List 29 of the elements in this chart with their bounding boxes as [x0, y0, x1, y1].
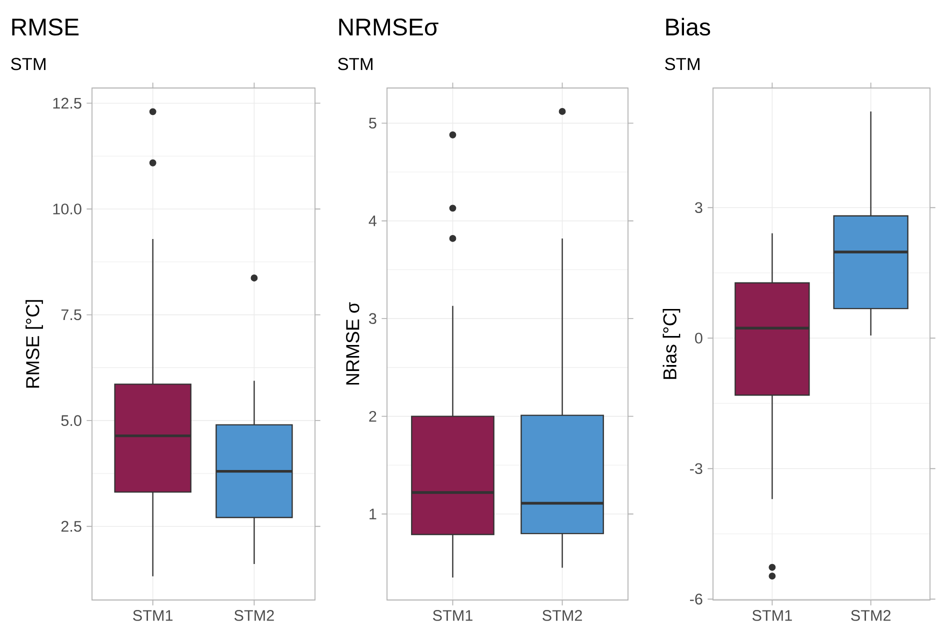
- y-tick-label: 10.0: [53, 204, 82, 214]
- chart-title: Bias: [666, 18, 710, 36]
- y-tick-label: 4: [368, 216, 377, 226]
- chart-title: NRMSEσ: [339, 18, 438, 36]
- y-tick-label: 2.5: [61, 520, 82, 532]
- chart-subtitle: STM: [11, 58, 46, 70]
- x-tick-label: STM1: [752, 610, 792, 621]
- y-tick-label: 0: [695, 332, 702, 344]
- x-tick-label: STM2: [234, 610, 274, 621]
- y-tick-label: 5: [369, 118, 376, 129]
- chart-title: RMSE: [12, 18, 79, 36]
- y-tick-label: 7.5: [61, 309, 82, 320]
- x-tick-label: STM1: [133, 610, 173, 621]
- y-tick-label: 5.0: [61, 415, 82, 426]
- y-tick-label: 3: [695, 202, 702, 214]
- y-tick-label: 3: [369, 313, 376, 324]
- y-tick-label: -3: [690, 463, 702, 474]
- x-tick-label: STM2: [851, 610, 890, 621]
- y-axis-title: RMSE [°C]: [26, 300, 43, 388]
- y-tick-label: 12.5: [53, 98, 82, 109]
- y-axis-title: Bias [°C]: [662, 308, 680, 379]
- x-tick-label: STM1: [432, 610, 472, 621]
- y-tick-label: -6: [690, 594, 702, 605]
- y-axis-title: NRMSE σ: [346, 302, 360, 385]
- y-tick-label: 2: [369, 410, 376, 422]
- chart-subtitle: STM: [338, 58, 372, 70]
- y-tick-label: 1: [370, 508, 376, 520]
- chart-subtitle: STM: [665, 58, 700, 70]
- x-tick-label: STM2: [542, 610, 582, 621]
